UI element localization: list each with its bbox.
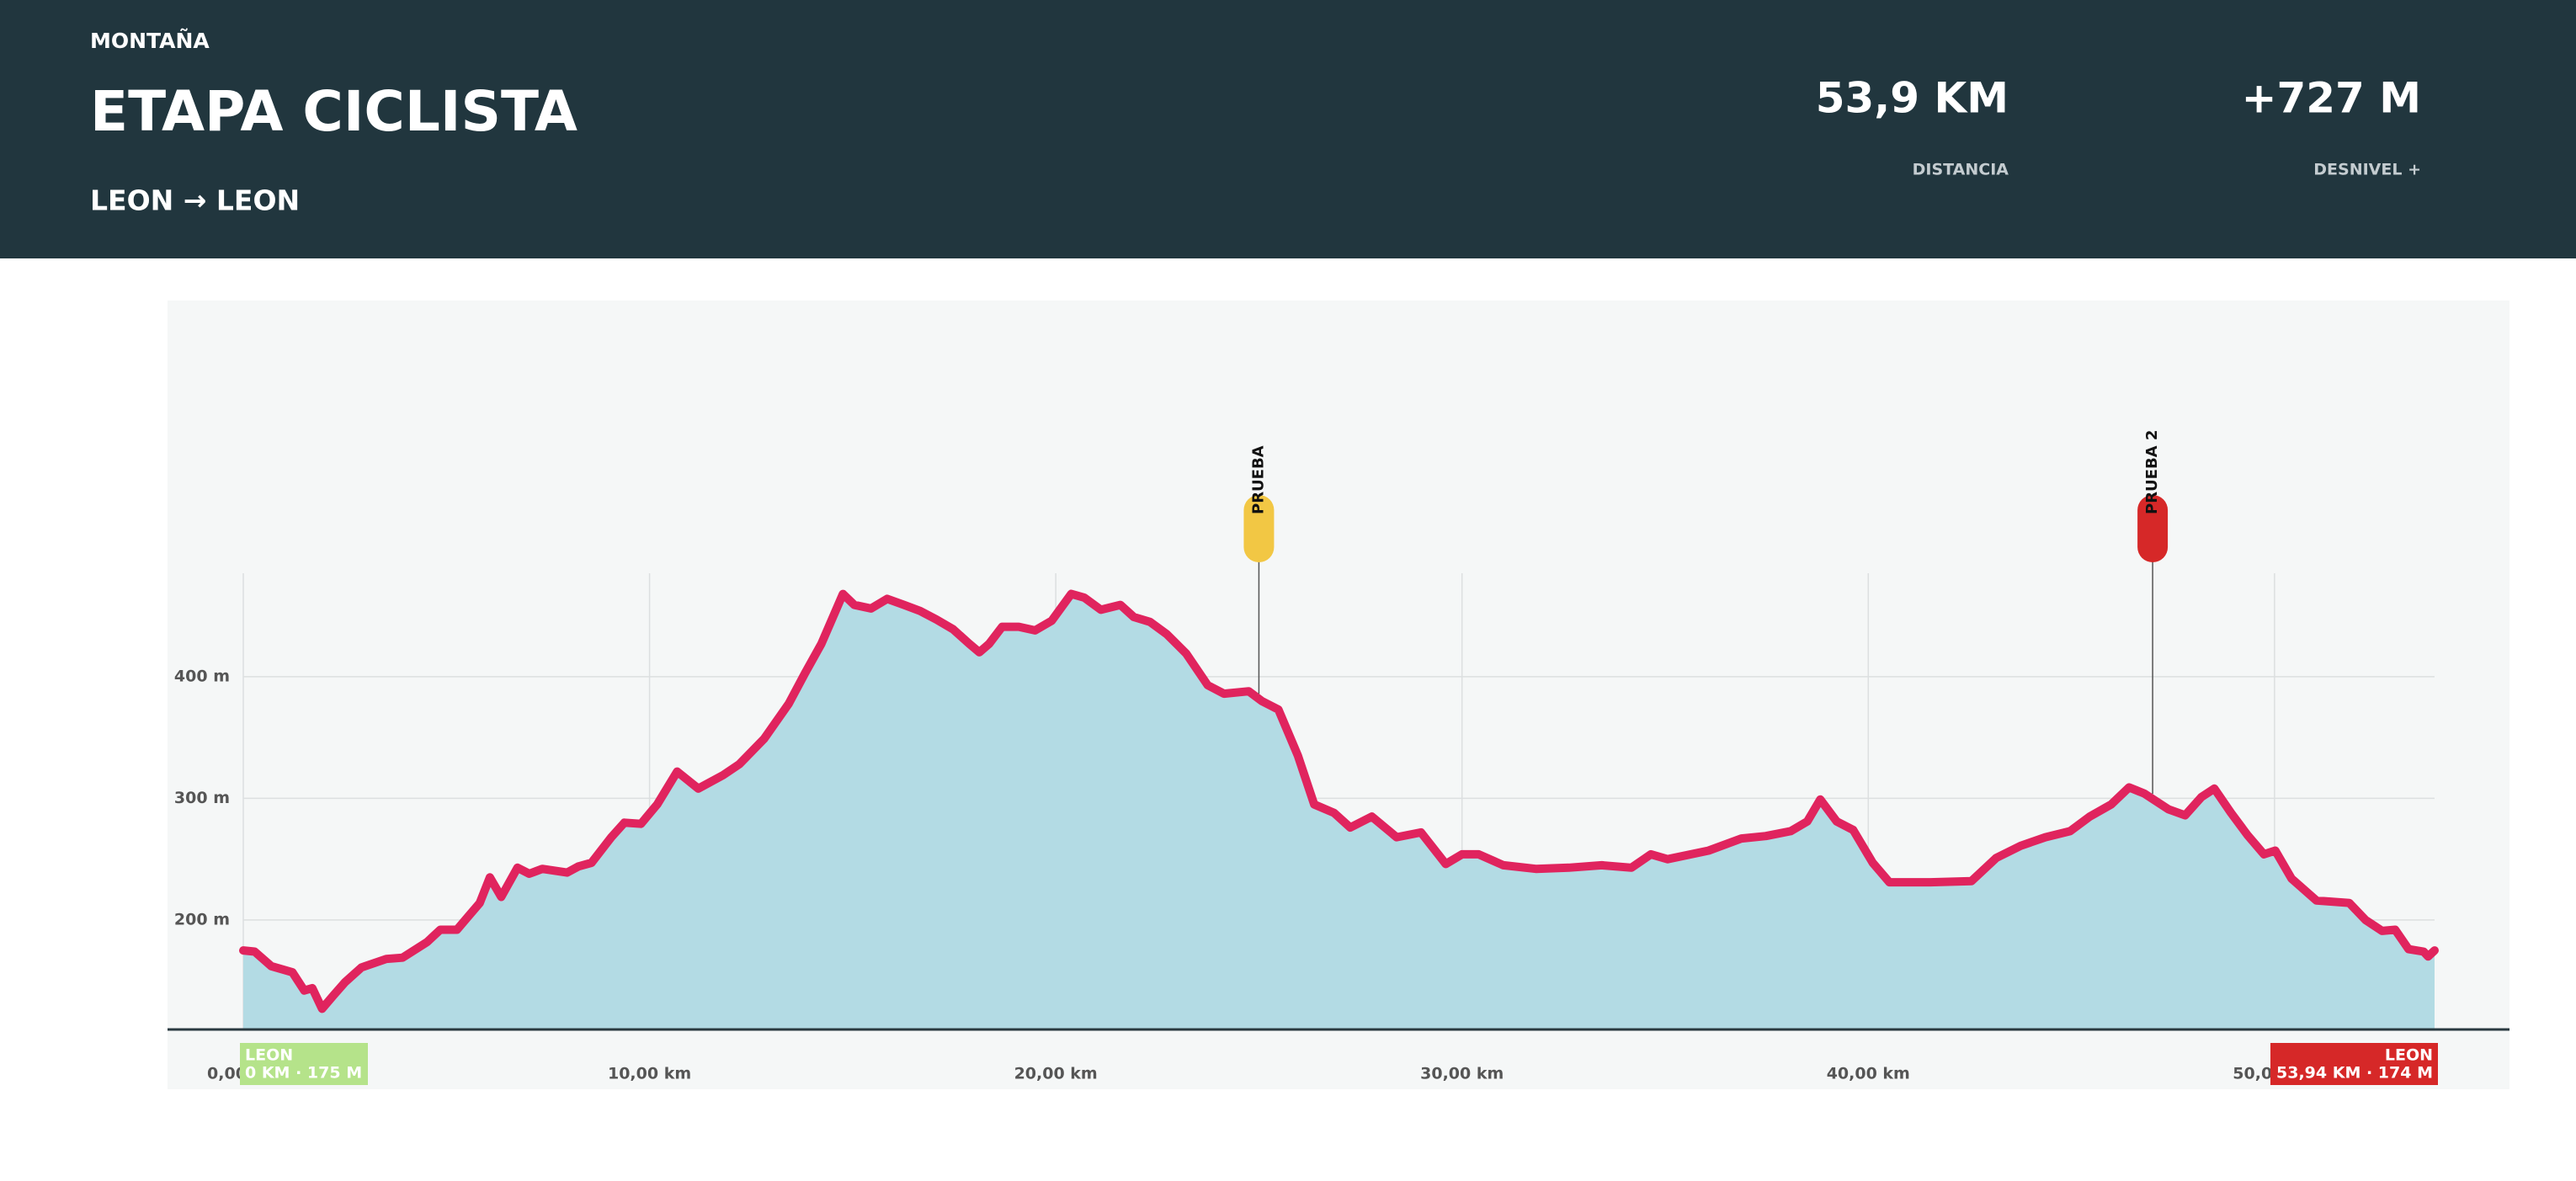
stat-label: DISTANCIA (1913, 161, 2009, 179)
stat-label: DESNIVEL + (2313, 161, 2421, 179)
y-tick-label: 200 m (174, 910, 230, 928)
y-tick-label: 300 m (174, 789, 230, 807)
x-tick-label: 20,00 km (1014, 1065, 1098, 1083)
x-tick-label: 30,00 km (1420, 1065, 1504, 1083)
x-tick-label: 40,00 km (1827, 1065, 1910, 1083)
marker-label: PRUEBA 2 (2143, 430, 2161, 514)
category: MONTAÑA (90, 29, 210, 53)
end-name: LEON (2385, 1046, 2433, 1065)
profile-line (239, 589, 2439, 1013)
end-label: 53,94 KM · 174 M (2276, 1064, 2433, 1083)
start-name: LEON (245, 1046, 293, 1065)
x-tick-label: 10,00 km (608, 1065, 691, 1083)
header-band (0, 0, 2576, 258)
stat-value: +727 M (2242, 74, 2421, 123)
title: ETAPA CICLISTA (90, 79, 577, 144)
start-label: 0 KM · 175 M (245, 1064, 362, 1083)
marker-label: PRUEBA (1249, 445, 1267, 514)
route: LEON → LEON (90, 184, 300, 217)
marker-pill (2137, 495, 2169, 562)
end-box (2270, 1043, 2438, 1085)
marker-pill (1243, 495, 1275, 562)
y-tick-label: 400 m (174, 667, 230, 685)
stat-value: 53,9 KM (1816, 74, 2009, 123)
start-box (240, 1043, 368, 1085)
